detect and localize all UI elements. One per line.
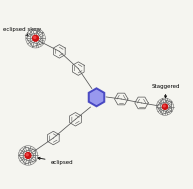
Circle shape xyxy=(34,36,36,38)
Circle shape xyxy=(33,35,38,41)
Circle shape xyxy=(162,104,168,109)
Text: eclipsed skew: eclipsed skew xyxy=(3,27,41,36)
Polygon shape xyxy=(89,88,104,106)
Circle shape xyxy=(26,154,28,156)
Text: Staggered: Staggered xyxy=(152,84,180,98)
Circle shape xyxy=(163,105,165,107)
Text: eclipsed: eclipsed xyxy=(38,157,73,165)
Circle shape xyxy=(25,153,31,158)
